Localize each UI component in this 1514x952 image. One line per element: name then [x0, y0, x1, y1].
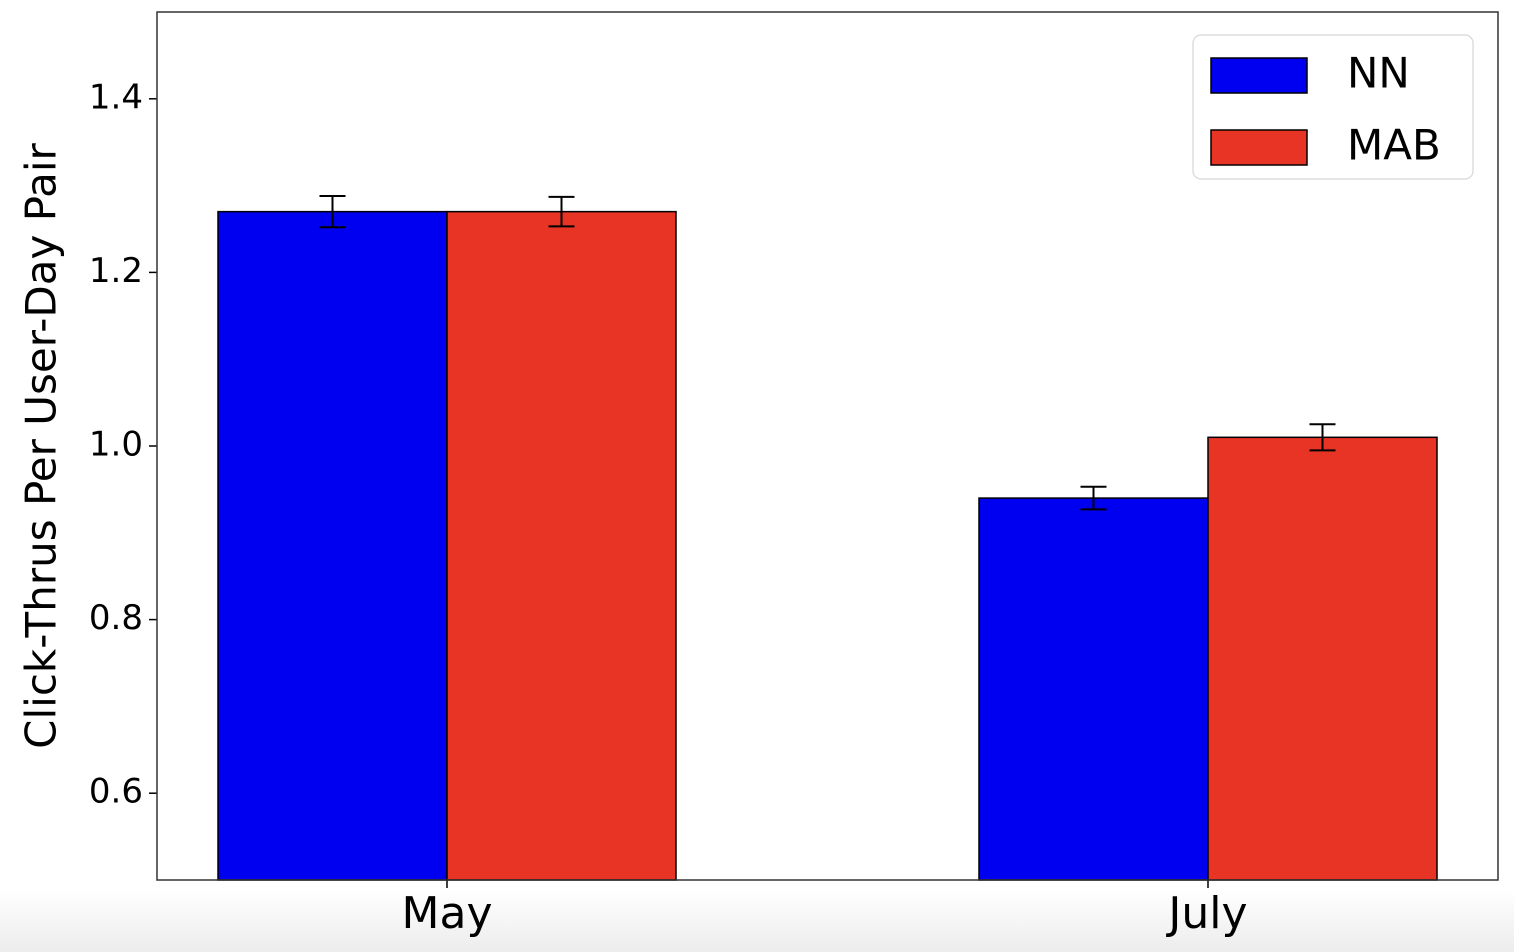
y-tick-label: 0.6	[89, 772, 143, 812]
error-bar	[548, 195, 575, 228]
y-axis-label: Click-Thrus Per User-Day Pair	[17, 142, 66, 748]
y-tick-label: 1.0	[89, 425, 143, 465]
legend-label: NN	[1347, 49, 1410, 98]
x-tick-label: July	[1165, 888, 1247, 939]
error-bar	[319, 195, 346, 229]
legend-swatch	[1210, 57, 1308, 94]
y-tick-label: 0.8	[89, 598, 143, 638]
error-bar	[1080, 485, 1107, 511]
bar	[1207, 436, 1438, 881]
legend-swatch	[1210, 129, 1308, 166]
x-tick-label: May	[402, 888, 493, 939]
error-bar	[1309, 423, 1336, 452]
bar	[978, 497, 1209, 881]
plot-frame	[156, 11, 1499, 881]
bar	[446, 210, 677, 881]
y-tick-label: 1.4	[89, 77, 143, 117]
y-tick-label: 1.2	[89, 251, 143, 291]
legend-label: MAB	[1347, 121, 1441, 170]
background-strip	[0, 890, 1514, 952]
bar	[217, 210, 448, 881]
